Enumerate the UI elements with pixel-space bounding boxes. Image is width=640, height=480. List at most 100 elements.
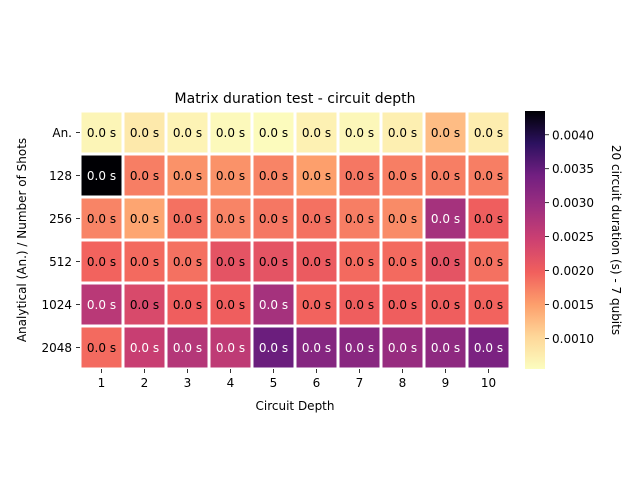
heatmap-cell — [339, 284, 380, 325]
cell-label: 0.0 s — [388, 255, 417, 269]
chart-title: Matrix duration test - circuit depth — [175, 91, 416, 107]
colorbar-label: 20 circuit duration (s) - 7 qubits — [609, 145, 623, 335]
y-tick-label: An. — [52, 126, 72, 140]
colorbar-tick-label: 0.0015 — [552, 298, 594, 312]
cell-label: 0.0 s — [259, 169, 288, 183]
heatmap-cells: 0.0 s 0.0 s 0.0 s 0.0 s 0.0 s 0.0 s 0.0 s 0.0 s… — [81, 112, 509, 368]
cell-label: 0.0 s — [216, 298, 245, 312]
colorbar — [525, 111, 545, 369]
x-tick-label: 8 — [399, 376, 407, 390]
y-tick-label: 256 — [49, 212, 72, 226]
y-axis-label: Analytical (An.) / Number of Shots — [15, 138, 29, 342]
cell-label: 0.0 s — [87, 169, 116, 183]
x-tick-label: 6 — [313, 376, 321, 390]
heatmap-cell — [425, 284, 466, 325]
cell-label: 0.0 s — [431, 169, 460, 183]
colorbar-tick-label: 0.0040 — [552, 128, 594, 142]
heatmap-cell — [425, 327, 466, 368]
cell-label: 0.0 s — [302, 212, 331, 226]
cell-label: 0.0 s — [474, 341, 503, 355]
cell-label: 0.0 s — [431, 212, 460, 226]
x-tick-label: 7 — [356, 376, 364, 390]
cell-label: 0.0 s — [345, 169, 374, 183]
cell-label: 0.0 s — [216, 169, 245, 183]
y-tick-label: 2048 — [41, 341, 72, 355]
heatmap-cell — [210, 241, 251, 282]
cell-label: 0.0 s — [388, 126, 417, 140]
heatmap-cell — [124, 327, 165, 368]
heatmap-cell — [296, 112, 337, 153]
cell-label: 0.0 s — [173, 212, 202, 226]
heatmap-cell — [425, 155, 466, 196]
cell-label: 0.0 s — [216, 255, 245, 269]
x-tick-label: 4 — [227, 376, 235, 390]
heatmap-cell — [81, 155, 122, 196]
heatmap-cell — [124, 198, 165, 239]
x-tick-label: 5 — [270, 376, 278, 390]
cell-label: 0.0 s — [130, 298, 159, 312]
cell-label: 0.0 s — [87, 126, 116, 140]
colorbar-tick-label: 0.0010 — [552, 332, 594, 346]
cell-label: 0.0 s — [345, 212, 374, 226]
heatmap-cell — [425, 112, 466, 153]
heatmap-cell — [167, 241, 208, 282]
cell-label: 0.0 s — [173, 126, 202, 140]
heatmap-cell — [253, 241, 294, 282]
heatmap-cell — [253, 112, 294, 153]
heatmap-cell — [468, 155, 509, 196]
heatmap-cell — [81, 198, 122, 239]
cell-label: 0.0 s — [173, 341, 202, 355]
cell-label: 0.0 s — [216, 212, 245, 226]
heatmap-cell — [382, 155, 423, 196]
heatmap-cell — [210, 284, 251, 325]
cell-label: 0.0 s — [87, 212, 116, 226]
heatmap-cell — [124, 284, 165, 325]
cell-label: 0.0 s — [130, 255, 159, 269]
heatmap-cell — [468, 198, 509, 239]
y-tick-label: 1024 — [41, 298, 72, 312]
cell-label: 0.0 s — [173, 298, 202, 312]
heatmap-cell — [253, 327, 294, 368]
heatmap-cell — [253, 284, 294, 325]
heatmap-cell — [339, 241, 380, 282]
cell-label: 0.0 s — [130, 341, 159, 355]
cell-label: 0.0 s — [345, 126, 374, 140]
cell-label: 0.0 s — [87, 341, 116, 355]
heatmap-cell — [296, 241, 337, 282]
cell-label: 0.0 s — [388, 169, 417, 183]
heatmap-cell — [81, 284, 122, 325]
heatmap-cell — [468, 112, 509, 153]
heatmap-cell — [339, 112, 380, 153]
y-tick-label: 512 — [49, 255, 72, 269]
cell-label: 0.0 s — [474, 126, 503, 140]
heatmap-cell — [81, 112, 122, 153]
heatmap-cell — [468, 284, 509, 325]
heatmap-cell — [167, 198, 208, 239]
colorbar-tick-label: 0.0025 — [552, 230, 594, 244]
heatmap-cell — [339, 198, 380, 239]
y-tick-label: 128 — [49, 169, 72, 183]
heatmap-cell — [210, 155, 251, 196]
cell-label: 0.0 s — [431, 255, 460, 269]
heatmap-cell — [468, 241, 509, 282]
colorbar-ticks: 0.0010 0.0015 0.0020 0.0025 0.0030 0.0035 0.00… — [545, 128, 594, 346]
cell-label: 0.0 s — [345, 341, 374, 355]
cell-label: 0.0 s — [431, 126, 460, 140]
heatmap-cell — [210, 112, 251, 153]
cell-label: 0.0 s — [431, 341, 460, 355]
x-axis-label: Circuit Depth — [256, 399, 335, 413]
cell-label: 0.0 s — [216, 126, 245, 140]
y-axis-ticks: An. 128 256 512 1024 2048 — [41, 126, 80, 355]
heatmap-cell — [425, 241, 466, 282]
heatmap-cell — [468, 327, 509, 368]
heatmap-cell — [425, 198, 466, 239]
heatmap-cell — [253, 198, 294, 239]
cell-label: 0.0 s — [388, 212, 417, 226]
heatmap-cell — [167, 155, 208, 196]
cell-label: 0.0 s — [216, 341, 245, 355]
heatmap-cell — [382, 198, 423, 239]
cell-label: 0.0 s — [87, 255, 116, 269]
heatmap-cell — [382, 284, 423, 325]
x-tick-label: 1 — [98, 376, 106, 390]
